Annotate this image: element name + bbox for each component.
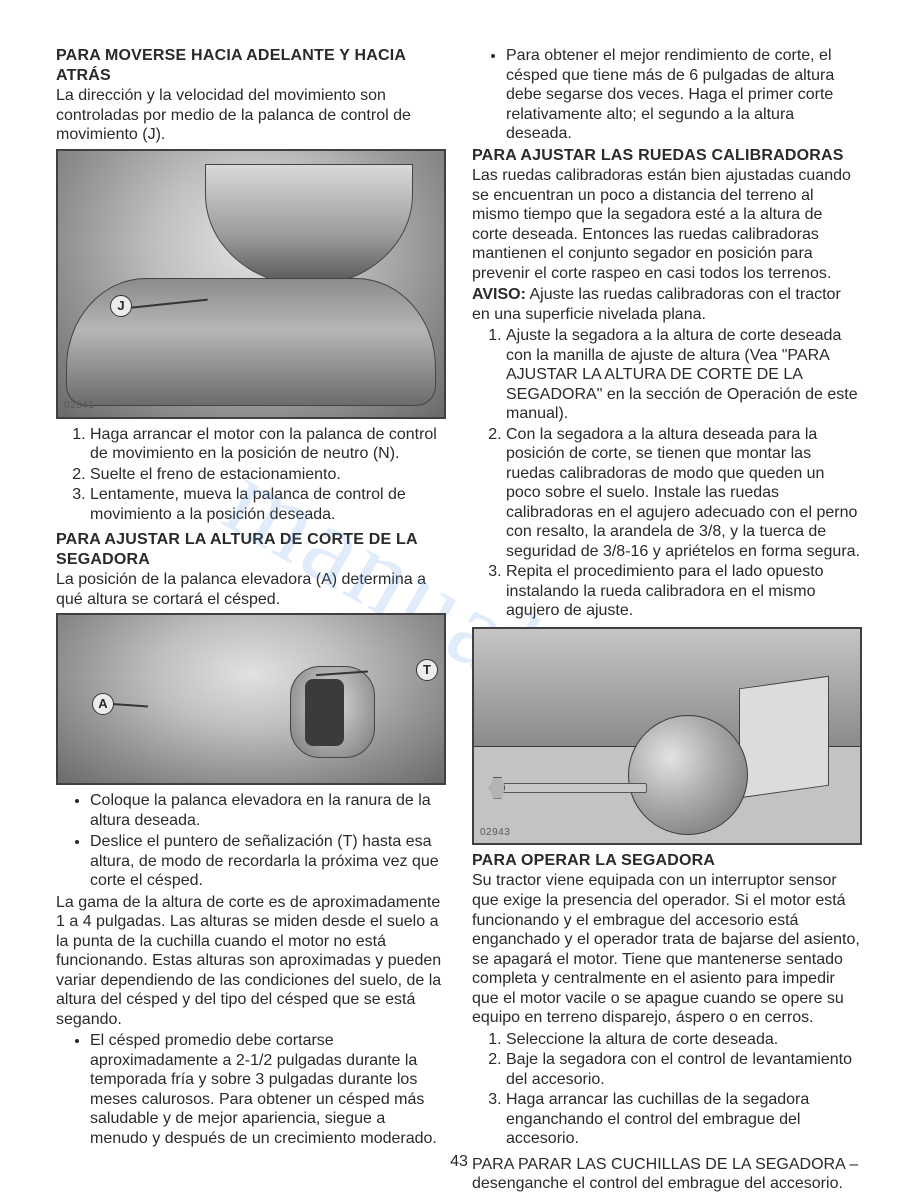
steps-operate-mower: Seleccione la altura de corte deseada. B… [472, 1030, 862, 1149]
list-item: Suelte el freno de estacionamiento. [90, 465, 446, 485]
intro-gauge-wheels: Las ruedas calibradoras están bien ajust… [472, 166, 862, 283]
steps-move: Haga arrancar el motor con la palanca de… [56, 425, 446, 525]
list-item: Lentamente, mueva la palanca de control … [90, 485, 446, 524]
list-item: Con la segadora a la altura deseada para… [506, 425, 862, 562]
figure-code-1: 02041 [64, 400, 94, 412]
figure-seat-lever: J 02041 [56, 149, 446, 419]
list-item: Haga arrancar el motor con la palanca de… [90, 425, 446, 464]
heading-operate-mower: PARA OPERAR LA SEGADORA [472, 851, 862, 871]
figure-gauge-wheel: 02943 [472, 627, 862, 845]
list-item: Coloque la palanca elevadora en la ranur… [90, 791, 446, 830]
list-item: Baje la segadora con el control de levan… [506, 1050, 862, 1089]
intro-adjust-height: La posición de la palanca elevadora (A) … [56, 570, 446, 609]
figure-code-3: 02943 [480, 827, 510, 839]
bullets-top-right: Para obtener el mejor rendimiento de cor… [472, 46, 862, 144]
aviso-text: Ajuste las ruedas calibradoras con el tr… [472, 286, 841, 323]
aviso-label: AVISO: [472, 286, 526, 303]
list-item: Seleccione la altura de corte deseada. [506, 1030, 862, 1050]
intro-operate-mower: Su tractor viene equipada con un interru… [472, 871, 862, 1027]
heading-move-forward-back: PARA MOVERSE HACIA ADELANTE Y HACIA ATRÁ… [56, 46, 446, 85]
two-column-layout: PARA MOVERSE HACIA ADELANTE Y HACIA ATRÁ… [56, 46, 862, 1196]
list-item: Deslice el puntero de señalización (T) h… [90, 832, 446, 891]
para-height-range: La gama de la altura de corte es de apro… [56, 893, 446, 1030]
callout-j: J [110, 295, 132, 317]
page-number: 43 [450, 1152, 468, 1172]
aviso-line: AVISO: Ajuste las ruedas calibradoras co… [472, 285, 862, 324]
list-item: Ajuste la segadora a la altura de corte … [506, 326, 862, 424]
list-item: El césped promedio debe cortarse aproxim… [90, 1031, 446, 1148]
list-item: Repita el procedimiento para el lado opu… [506, 562, 862, 621]
steps-gauge-wheels: Ajuste la segadora a la altura de corte … [472, 326, 862, 621]
intro-move: La dirección y la velocidad del movimien… [56, 86, 446, 145]
bullets-height-2: El césped promedio debe cortarse aproxim… [56, 1031, 446, 1148]
figure-height-lever: A T [56, 613, 446, 785]
bullets-height-1: Coloque la palanca elevadora en la ranur… [56, 791, 446, 891]
heading-gauge-wheels: PARA AJUSTAR LAS RUEDAS CALIBRADORAS [472, 146, 862, 166]
right-column: Para obtener el mejor rendimiento de cor… [472, 46, 862, 1196]
heading-adjust-height: PARA AJUSTAR LA ALTURA DE CORTE DE LA SE… [56, 530, 446, 569]
list-item: Para obtener el mejor rendimiento de cor… [506, 46, 862, 144]
left-column: PARA MOVERSE HACIA ADELANTE Y HACIA ATRÁ… [56, 46, 446, 1196]
list-item: Haga arrancar las cuchillas de la segado… [506, 1090, 862, 1149]
